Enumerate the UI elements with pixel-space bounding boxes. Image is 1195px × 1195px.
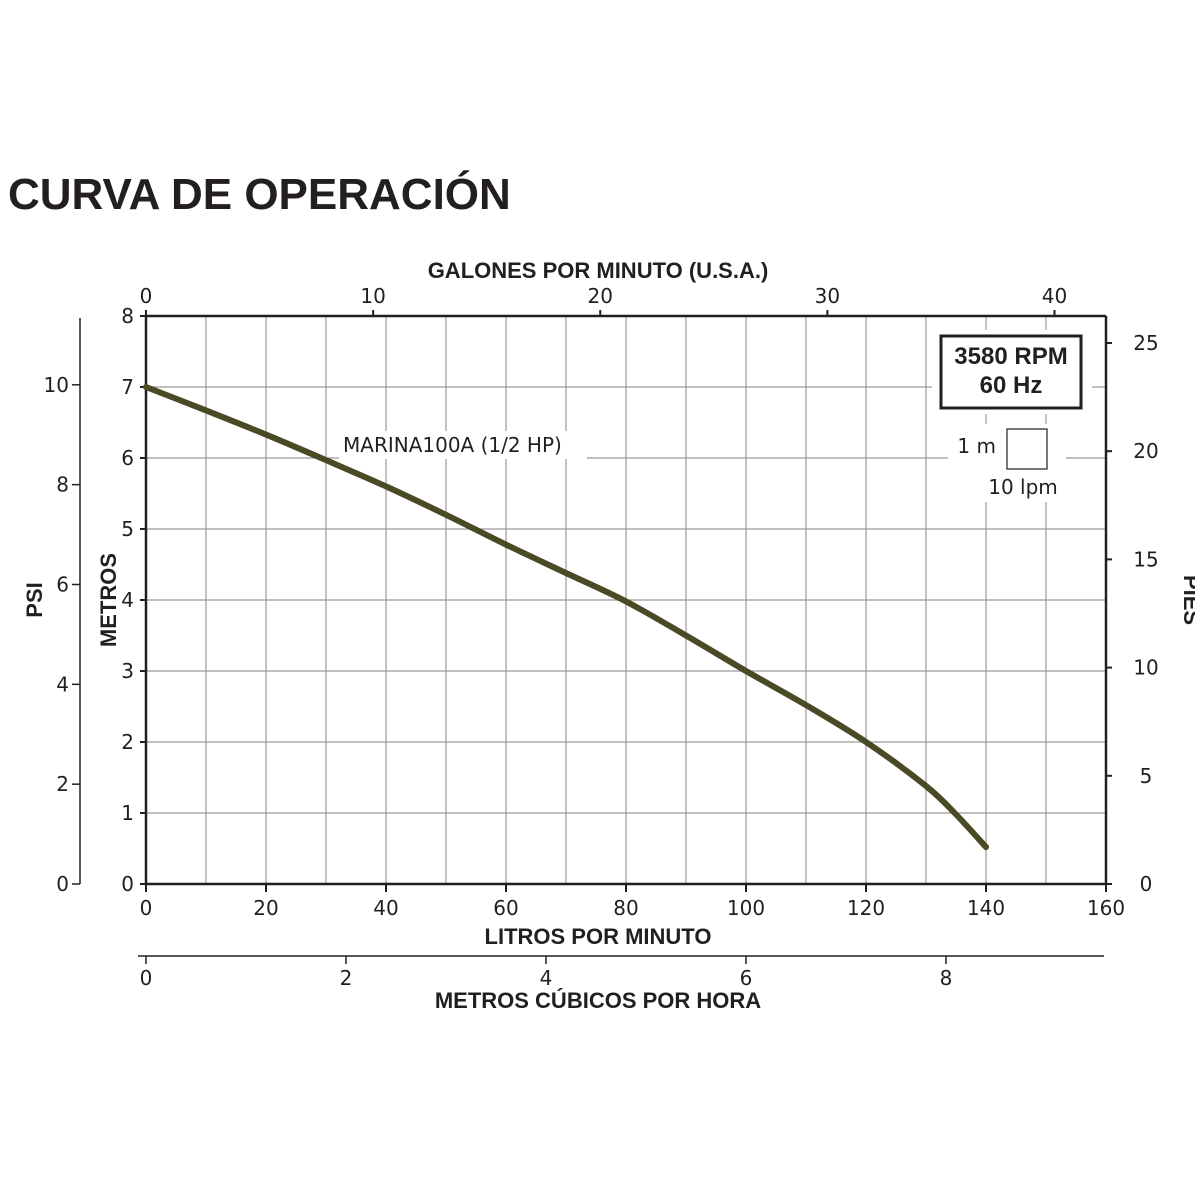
top-tick-label: 0 bbox=[140, 284, 153, 308]
scale-flow-label: 10 lpm bbox=[988, 475, 1058, 499]
m3h-tick-label: 2 bbox=[340, 966, 353, 990]
psi-tick-label: 2 bbox=[56, 772, 69, 796]
psi-tick-label: 0 bbox=[56, 872, 69, 896]
psi-tick-label: 6 bbox=[56, 572, 69, 596]
top-axis-title: GALONES POR MINUTO (U.S.A.) bbox=[428, 258, 769, 283]
psi-axis-title: PSI bbox=[22, 582, 47, 617]
psi-tick-label: 10 bbox=[44, 373, 69, 397]
x-tick-label: 80 bbox=[613, 896, 638, 920]
top-tick-label: 20 bbox=[588, 284, 613, 308]
pies-tick-label: 25 bbox=[1133, 331, 1158, 355]
m3h-tick-label: 0 bbox=[140, 966, 153, 990]
x-tick-label: 140 bbox=[967, 896, 1005, 920]
x-tick-label: 40 bbox=[373, 896, 398, 920]
page-title: CURVA DE OPERACIÓN bbox=[8, 170, 511, 219]
m3h-tick-label: 6 bbox=[740, 966, 753, 990]
chart-axes bbox=[72, 310, 1112, 964]
x-tick-label: 100 bbox=[727, 896, 765, 920]
x-axis-title: LITROS POR MINUTO bbox=[485, 924, 712, 949]
y-tick-label: 0 bbox=[121, 872, 134, 896]
speed-hz: 60 Hz bbox=[980, 372, 1043, 399]
x-tick-label: 20 bbox=[253, 896, 278, 920]
m3h-axis-title: METROS CÚBICOS POR HORA bbox=[435, 988, 761, 1013]
y-tick-label: 7 bbox=[121, 375, 134, 399]
chart-series: MARINA100A (1/2 HP) bbox=[143, 384, 989, 851]
x-tick-label: 60 bbox=[493, 896, 518, 920]
top-tick-label: 40 bbox=[1042, 284, 1067, 308]
scale-square bbox=[1006, 428, 1048, 470]
series-label: MARINA100A (1/2 HP) bbox=[343, 433, 562, 457]
pies-axis-title: PIES bbox=[1179, 575, 1195, 625]
y-tick-label: 3 bbox=[121, 659, 134, 683]
psi-tick-label: 4 bbox=[56, 672, 69, 696]
pies-tick-label: 20 bbox=[1133, 439, 1158, 463]
x-tick-label: 160 bbox=[1087, 896, 1125, 920]
y-tick-label: 2 bbox=[121, 730, 134, 754]
y-tick-label: 8 bbox=[121, 304, 134, 328]
scale-height-label: 1 m bbox=[957, 434, 996, 458]
y-axis-title: METROS bbox=[96, 553, 121, 647]
speed-rpm: 3580 RPM bbox=[954, 343, 1067, 370]
pies-tick-label: 10 bbox=[1133, 656, 1158, 680]
series-label-background bbox=[339, 431, 587, 459]
y-tick-label: 5 bbox=[121, 517, 134, 541]
pies-tick-label: 0 bbox=[1140, 872, 1153, 896]
pies-tick-label: 15 bbox=[1133, 547, 1158, 571]
m3h-tick-label: 8 bbox=[940, 966, 953, 990]
y-tick-label: 1 bbox=[121, 801, 134, 825]
pies-tick-label: 5 bbox=[1140, 764, 1153, 788]
psi-tick-label: 8 bbox=[56, 473, 69, 497]
y-tick-label: 6 bbox=[121, 446, 134, 470]
x-tick-label: 0 bbox=[140, 896, 153, 920]
m3h-tick-label: 4 bbox=[540, 966, 553, 990]
speed-box bbox=[939, 334, 1083, 410]
top-tick-label: 30 bbox=[815, 284, 840, 308]
chart-axis-titles: GALONES POR MINUTO (U.S.A.) LITROS POR MI… bbox=[22, 258, 1195, 1013]
series-line-marina100a bbox=[143, 384, 989, 851]
top-tick-label: 10 bbox=[360, 284, 385, 308]
y-tick-label: 4 bbox=[121, 588, 134, 612]
x-tick-label: 120 bbox=[847, 896, 885, 920]
